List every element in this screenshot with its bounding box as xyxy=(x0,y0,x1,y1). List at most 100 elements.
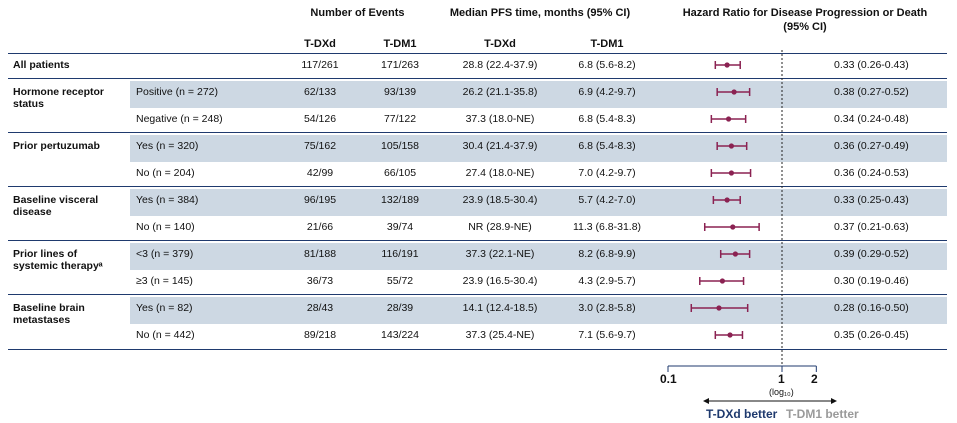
events-tdm1: 93/139 xyxy=(383,86,417,98)
subgroup-label: Yes (n = 320) xyxy=(136,140,199,152)
pfs-tdm1: 6.9 (4.2-9.7) xyxy=(578,86,636,98)
events-tdm1: 66/105 xyxy=(383,167,417,179)
pfs-tdxd: 37.3 (25.4-NE) xyxy=(465,329,535,341)
subgroup-label: Negative (n = 248) xyxy=(136,113,223,125)
tdm1-better-label: T-DM1 better xyxy=(786,407,859,421)
subgroup-label: <3 (n = 379) xyxy=(136,248,194,260)
events-tdxd: 28/43 xyxy=(306,302,334,314)
group-label: Prior lines of systemic therapyᵃ xyxy=(13,248,103,272)
pfs-tdxd: 26.2 (21.1-35.8) xyxy=(462,86,538,98)
rule xyxy=(8,349,947,350)
pfs-tdm1: 11.3 (6.8-31.8) xyxy=(572,221,642,233)
hr-point xyxy=(724,62,730,68)
hr-text: 0.37 (0.21-0.63) xyxy=(834,221,909,233)
pfs-tdm1: 7.0 (4.2-9.7) xyxy=(578,167,636,179)
arrow-left-head xyxy=(703,398,709,404)
events-tdxd: 89/218 xyxy=(303,329,337,341)
pfs-tdm1: 7.1 (5.6-9.7) xyxy=(578,329,636,341)
subgroup-label: No (n = 204) xyxy=(136,167,195,179)
hr-point xyxy=(728,170,735,176)
events-tdm1: 143/224 xyxy=(381,329,419,341)
pfs-tdxd: 27.4 (18.0-NE) xyxy=(465,167,535,179)
subgroup-label: ≥3 (n = 145) xyxy=(136,275,193,287)
rule xyxy=(8,132,947,133)
rule xyxy=(8,294,947,295)
tick-label-1: 1 xyxy=(778,372,785,386)
pfs-tdm1: 4.3 (2.9-5.7) xyxy=(578,275,636,287)
events-tdm1: 105/158 xyxy=(381,140,419,152)
pfs-tdxd: 23.9 (16.5-30.4) xyxy=(462,275,538,287)
pfs-tdxd: NR (28.9-NE) xyxy=(468,221,532,233)
row-band xyxy=(130,81,947,108)
hr-point xyxy=(727,332,733,338)
pfs-tdxd: 37.3 (18.0-NE) xyxy=(465,113,535,125)
hr-text: 0.39 (0.29-0.52) xyxy=(834,248,909,260)
row-band xyxy=(130,189,947,216)
hr-point xyxy=(716,305,722,311)
events-tdm1: 55/72 xyxy=(386,275,414,287)
events-tdxd: 62/133 xyxy=(303,86,337,98)
pfs-tdxd: 28.8 (22.4-37.9) xyxy=(462,59,538,71)
subgroup-label: Yes (n = 82) xyxy=(136,302,193,314)
pfs-tdm1: 5.7 (4.2-7.0) xyxy=(578,194,636,206)
subgroup-label: Positive (n = 272) xyxy=(136,86,219,98)
hr-text: 0.36 (0.27-0.49) xyxy=(834,140,909,152)
group-label: Baseline visceral disease xyxy=(13,194,99,218)
row-band xyxy=(130,243,947,270)
tick-label-0.1: 0.1 xyxy=(660,372,677,386)
events-tdm1: 171/263 xyxy=(381,59,419,71)
events-tdxd: 36/73 xyxy=(306,275,334,287)
hr-point xyxy=(731,89,737,95)
hr-text: 0.36 (0.24-0.53) xyxy=(834,167,909,179)
events-tdm1: 132/189 xyxy=(381,194,419,206)
pfs-tdxd: 37.3 (22.1-NE) xyxy=(465,248,535,260)
pfs-tdxd: 23.9 (18.5-30.4) xyxy=(462,194,538,206)
events-tdm1: 39/74 xyxy=(386,221,414,233)
pfs-tdm1: 6.8 (5.4-8.3) xyxy=(578,113,636,125)
hr-point xyxy=(732,251,738,257)
rule xyxy=(8,186,947,187)
hr-text: 0.30 (0.19-0.46) xyxy=(834,275,909,287)
hr-point xyxy=(724,197,730,203)
events-tdm1: 77/122 xyxy=(383,113,417,125)
group-label: All patients xyxy=(13,59,70,71)
rule xyxy=(8,240,947,241)
pfs-header: Median PFS time, months (95% CI) xyxy=(449,7,631,19)
pfs-arm1-header: T-DXd xyxy=(484,38,516,50)
row-band xyxy=(130,135,947,162)
events-tdxd: 75/162 xyxy=(303,140,337,152)
hr-text: 0.38 (0.27-0.52) xyxy=(834,86,909,98)
events-tdxd: 117/261 xyxy=(301,59,339,71)
events-tdm1: 28/39 xyxy=(386,302,414,314)
pfs-arm2-header: T-DM1 xyxy=(590,38,624,50)
events-tdxd: 81/188 xyxy=(303,248,337,260)
rule xyxy=(8,53,947,54)
log-scale-label: (log₁₀) xyxy=(769,387,794,397)
pfs-tdm1: 8.2 (6.8-9.9) xyxy=(578,248,636,260)
events-arm1-header: T-DXd xyxy=(304,38,336,50)
hr-text: 0.33 (0.26-0.43) xyxy=(834,59,909,71)
hr-text: 0.33 (0.25-0.43) xyxy=(834,194,909,206)
pfs-tdm1: 6.8 (5.4-8.3) xyxy=(578,140,636,152)
hr-text: 0.28 (0.16-0.50) xyxy=(834,302,909,314)
hr-point xyxy=(730,224,736,230)
pfs-tdm1: 3.0 (2.8-5.8) xyxy=(578,302,636,314)
hr-point xyxy=(725,116,732,122)
tdxd-better-label: T-DXd better xyxy=(706,407,778,421)
subgroup-label: No (n = 442) xyxy=(136,329,195,341)
pfs-tdm1: 6.8 (5.6-8.2) xyxy=(578,59,636,71)
arrow-right-head xyxy=(831,398,837,404)
rule xyxy=(8,78,947,79)
events-arm2-header: T-DM1 xyxy=(383,38,417,50)
pfs-tdxd: 30.4 (21.4-37.9) xyxy=(462,140,538,152)
events-tdxd: 21/66 xyxy=(306,221,334,233)
events-tdxd: 54/126 xyxy=(303,113,337,125)
hr-text: 0.34 (0.24-0.48) xyxy=(834,113,909,125)
hr-header: Hazard Ratio for Disease Progression or … xyxy=(682,7,928,19)
group-label: Baseline brain metastases xyxy=(13,302,85,326)
hr-text: 0.35 (0.26-0.45) xyxy=(834,329,909,341)
events-tdxd: 42/99 xyxy=(306,167,334,179)
subgroup-label: Yes (n = 384) xyxy=(136,194,199,206)
group-label: Hormone receptor status xyxy=(13,86,105,110)
